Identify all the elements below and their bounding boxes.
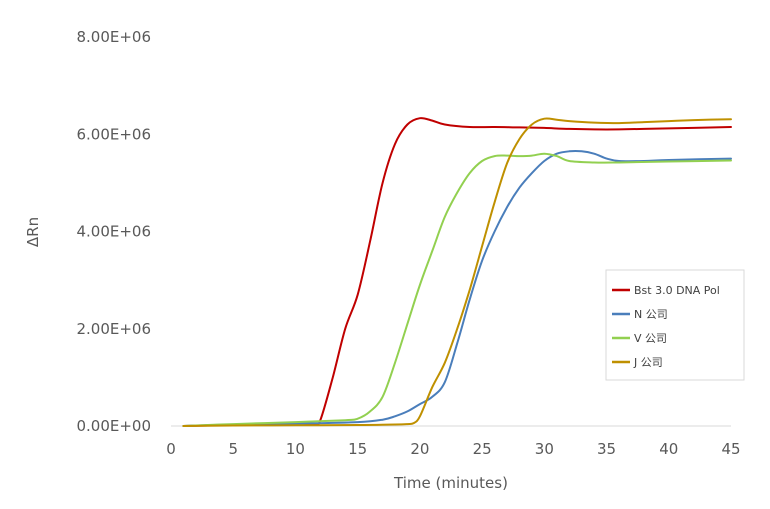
legend: Bst 3.0 DNA Pol N 公司 V 公司 J 公司 (605, 269, 745, 381)
x-tick-label: 0 (166, 440, 176, 458)
y-tick-label: 6.00E+06 (76, 125, 151, 143)
y-tick-label: 2.00E+06 (76, 320, 151, 338)
y-axis-title: ΔRn (24, 217, 42, 247)
x-tick-label: 25 (473, 440, 492, 458)
x-tick-label: 15 (348, 440, 367, 458)
x-tick-label: 40 (659, 440, 678, 458)
axes: 0 5 10 15 20 25 30 35 40 45 0.00E+00 2.00E+06 4.00E+… (76, 28, 740, 458)
x-tick-label: 30 (535, 440, 554, 458)
x-tick-label: 35 (597, 440, 616, 458)
y-tick-label: 8.00E+06 (76, 28, 151, 46)
y-tick-label: 0.00E+00 (76, 417, 151, 435)
series-line-0 (182, 117, 732, 427)
series-line-2 (182, 152, 732, 427)
series-line-1 (182, 150, 732, 427)
x-tick-label: 20 (410, 440, 429, 458)
legend-label: V 公司 (634, 332, 667, 345)
x-axis-title: Time (minutes) (393, 474, 508, 492)
y-tick-label: 4.00E+06 (76, 223, 151, 241)
x-tick-label: 45 (721, 440, 740, 458)
legend-label: N 公司 (634, 308, 668, 321)
legend-label: J 公司 (633, 356, 663, 369)
legend-label: Bst 3.0 DNA Pol (634, 284, 720, 297)
series-lines (182, 117, 732, 427)
x-tick-label: 5 (228, 440, 238, 458)
series-line-3 (182, 117, 732, 427)
x-tick-label: 10 (286, 440, 305, 458)
